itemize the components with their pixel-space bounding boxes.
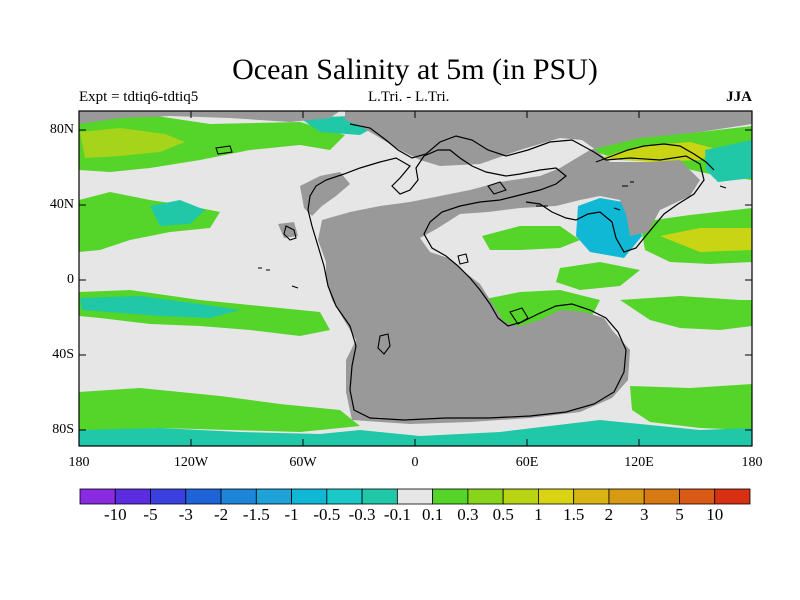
colorbar-label: -5 [143, 505, 158, 524]
colorbar-swatch [255, 488, 292, 505]
land-north-pacific-strip [79, 111, 340, 124]
y-tick-label: 0 [67, 272, 74, 287]
land-mass [318, 111, 752, 424]
colorbar-label: -3 [178, 505, 193, 524]
colorbar-swatch [220, 488, 257, 505]
coastline-island-c [509, 307, 529, 325]
anomaly-south-pacific-west-teal [80, 296, 240, 318]
anomaly-arctic-east-core [600, 142, 720, 162]
colorbar-label: -1.5 [242, 505, 270, 524]
anomaly-arctic-west-core [80, 128, 185, 158]
colorbar-swatch [326, 488, 363, 505]
coastline-main [307, 149, 627, 421]
x-tick-label: 0 [411, 455, 419, 470]
colorbar-swatch [573, 488, 610, 505]
x-axis-ticks [78, 111, 753, 446]
anomaly-tropical-pacific-east [556, 262, 640, 290]
x-tick-label: 60W [289, 455, 317, 470]
colorbar-label: -0.3 [348, 505, 376, 524]
coastline-island-d [487, 181, 507, 195]
colorbar-swatch [467, 488, 504, 505]
coastline-island-e [457, 253, 469, 265]
colorbar-label: -1 [284, 505, 299, 524]
anomaly-arctic-east-teal [705, 140, 752, 182]
season-label: JJA [726, 89, 752, 105]
x-tick-label: 120E [624, 455, 654, 470]
colorbar-label: 0.5 [492, 505, 514, 524]
colorbar-label: 3 [639, 505, 649, 524]
anomaly-north-pacific-east-core [660, 228, 752, 252]
y-axis-ticks [79, 129, 752, 431]
colorbar-swatch [608, 488, 645, 505]
colorbar-swatch [396, 488, 434, 505]
anomaly-equatorial-atlantic [482, 226, 580, 250]
y-tick-label: 80N [49, 122, 74, 137]
coastline-island-a [283, 225, 297, 241]
colorbar-swatch [679, 488, 716, 505]
colorbar-swatch [114, 488, 151, 505]
colorbar [79, 488, 751, 505]
colorbar-label: 1 [534, 505, 543, 524]
coastline-island-b [377, 333, 391, 355]
coastline-island-h [536, 181, 727, 211]
coastline-island-f [215, 145, 233, 155]
colorbar-swatch [432, 488, 469, 505]
anomaly-arctic-west [79, 115, 345, 172]
colorbar-label: -0.1 [383, 505, 411, 524]
coastline-island-g [258, 267, 299, 289]
colorbar-swatch [643, 488, 680, 505]
y-tick-label: 40N [49, 197, 74, 212]
coastline-north [349, 123, 705, 253]
colorbar-swatch [502, 488, 539, 505]
anomaly-south-pacific-east [620, 296, 752, 330]
map-field [79, 111, 752, 446]
x-tick-label: 120W [173, 455, 209, 470]
colorbar-label: -2 [214, 505, 229, 524]
land-western-coast [300, 172, 350, 216]
colorbar-label: -10 [103, 505, 127, 524]
x-tick-label: 180 [741, 455, 763, 470]
colorbar-label: 1.5 [563, 505, 585, 524]
y-tick-label: 80S [52, 422, 74, 437]
colorbar-swatch [714, 488, 751, 505]
x-tick-label: 180 [68, 455, 90, 470]
colorbar-swatch [291, 488, 328, 505]
colorbar-label: 5 [675, 505, 684, 524]
colorbar-label: 10 [706, 505, 724, 524]
anomaly-southern-ocean-teal [79, 420, 752, 446]
anomaly-southern-ocean [79, 388, 360, 432]
experiment-label: Expt = tdtiq6-tdtiq5 [79, 89, 199, 105]
colorbar-label: 2 [604, 505, 614, 524]
colorbar-label: 0.3 [457, 505, 479, 524]
colorbar-label: -0.5 [313, 505, 341, 524]
plot-title: Ocean Salinity at 5m (in PSU) [232, 53, 598, 86]
coastline-arctic [595, 143, 715, 171]
colorbar-swatch [538, 488, 575, 505]
colorbar-swatch [185, 488, 222, 505]
land-island [278, 222, 298, 238]
anomaly-north-pacific-west-teal [150, 200, 205, 226]
anomaly-southern-ocean-east [630, 384, 752, 430]
x-tick-label: 60E [515, 455, 539, 470]
colorbar-label: 0.1 [421, 505, 444, 524]
colorbar-swatch [79, 488, 116, 505]
colorbar-swatch [361, 488, 398, 505]
center-label: L.Tri. - L.Tri. [368, 89, 450, 105]
y-tick-label: 40S [52, 347, 74, 362]
colorbar-swatch [150, 488, 187, 505]
